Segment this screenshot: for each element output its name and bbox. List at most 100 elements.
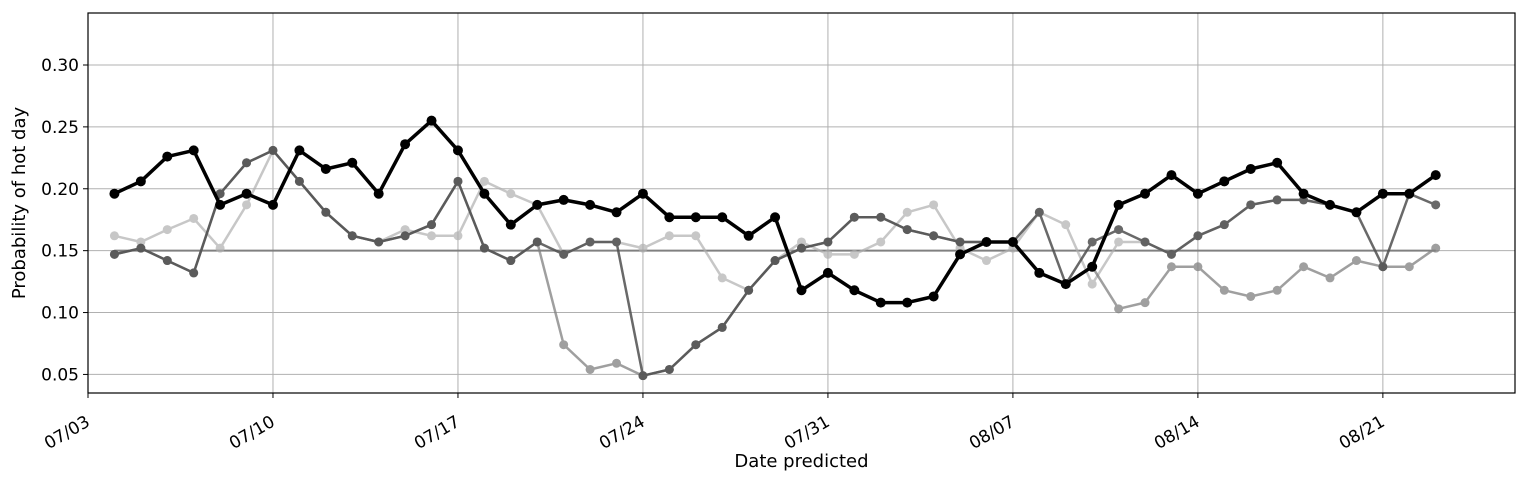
data-point	[691, 340, 701, 350]
data-point	[532, 237, 542, 247]
data-point	[109, 188, 120, 199]
data-point	[1114, 304, 1124, 314]
data-point	[1351, 256, 1361, 266]
data-point	[162, 151, 173, 162]
data-point	[955, 237, 965, 247]
data-point	[1114, 225, 1124, 235]
x-tick-label: 08/14	[1151, 412, 1203, 454]
data-point	[400, 231, 410, 241]
data-point	[849, 285, 860, 296]
data-point	[1193, 231, 1203, 241]
plot-frame	[87, 12, 1516, 394]
data-point	[1272, 195, 1282, 205]
data-point	[532, 199, 543, 210]
data-point	[1219, 285, 1229, 295]
data-point	[136, 237, 146, 247]
x-tick-label: 07/03	[41, 412, 93, 454]
y-tick-label: 0.15	[41, 242, 79, 262]
data-point	[1060, 279, 1071, 290]
data-point	[215, 199, 226, 210]
y-tick-label: 0.05	[41, 365, 79, 385]
data-point	[1325, 199, 1336, 210]
data-point	[1061, 220, 1071, 230]
data-point	[400, 139, 411, 150]
data-point	[585, 364, 595, 374]
series-line	[113, 118, 1437, 305]
data-point	[189, 268, 199, 278]
data-point	[1351, 207, 1362, 218]
data-point	[902, 297, 913, 308]
data-point	[215, 189, 225, 199]
data-point	[876, 212, 886, 222]
axis-ticks: 07/03 07/10 07/17 07/24 07/31 08/07 08/14 08/21…	[41, 56, 1388, 454]
data-point	[1246, 291, 1256, 301]
data-point	[1166, 262, 1176, 272]
data-point	[797, 243, 806, 253]
data-point	[638, 371, 648, 381]
data-point	[374, 237, 384, 247]
data-point	[849, 212, 859, 222]
data-point	[717, 212, 728, 223]
data-point	[1034, 267, 1045, 278]
data-point	[717, 273, 727, 283]
x-tick-label: 07/24	[596, 412, 648, 454]
y-axis-title: Probability of hot day	[9, 107, 30, 300]
data-point	[559, 340, 569, 350]
data-point	[1140, 298, 1150, 308]
data-point	[1299, 262, 1309, 272]
data-point	[1219, 220, 1229, 230]
data-point	[1325, 273, 1335, 283]
data-point	[452, 145, 463, 156]
data-point	[294, 176, 304, 186]
data-point	[664, 212, 675, 223]
data-point	[664, 364, 674, 374]
data-point	[347, 157, 358, 168]
data-point	[559, 249, 569, 259]
data-point	[426, 115, 437, 126]
data-point	[268, 145, 278, 155]
data-point	[242, 158, 252, 168]
data-point	[1166, 249, 1176, 259]
data-point	[427, 220, 437, 230]
data-point	[1431, 200, 1441, 210]
data-point	[875, 297, 886, 308]
data-point	[1007, 236, 1018, 247]
data-point	[770, 256, 780, 266]
data-point	[876, 237, 886, 247]
data-point	[1246, 200, 1256, 210]
data-point	[242, 200, 252, 210]
data-point	[744, 285, 754, 295]
data-point	[664, 231, 674, 241]
data-point	[955, 249, 966, 260]
data-point	[1140, 237, 1150, 247]
data-point	[135, 176, 146, 187]
data-point	[373, 188, 384, 199]
x-tick-label: 07/10	[226, 412, 278, 454]
data-point	[1272, 157, 1283, 168]
x-tick-label: 08/07	[966, 412, 1018, 454]
data-point	[612, 358, 622, 368]
data-point	[1193, 262, 1203, 272]
data-point	[612, 237, 622, 247]
y-tick-label: 0.30	[41, 56, 79, 76]
data-point	[1378, 262, 1388, 272]
data-point	[479, 243, 489, 253]
data-point	[1219, 176, 1230, 187]
data-point	[797, 237, 806, 247]
data-point	[479, 176, 489, 186]
series-3	[109, 145, 1441, 381]
x-tick-label: 07/17	[411, 412, 463, 454]
data-point	[981, 236, 992, 247]
data-point	[1404, 262, 1414, 272]
data-point	[770, 212, 781, 223]
data-point	[321, 207, 331, 217]
data-point	[136, 243, 146, 253]
data-point	[109, 249, 119, 259]
data-point	[558, 194, 569, 205]
y-tick-label: 0.10	[41, 304, 79, 324]
data-point	[849, 249, 859, 259]
data-point	[427, 231, 437, 241]
data-point	[611, 207, 622, 218]
data-point	[928, 291, 939, 302]
